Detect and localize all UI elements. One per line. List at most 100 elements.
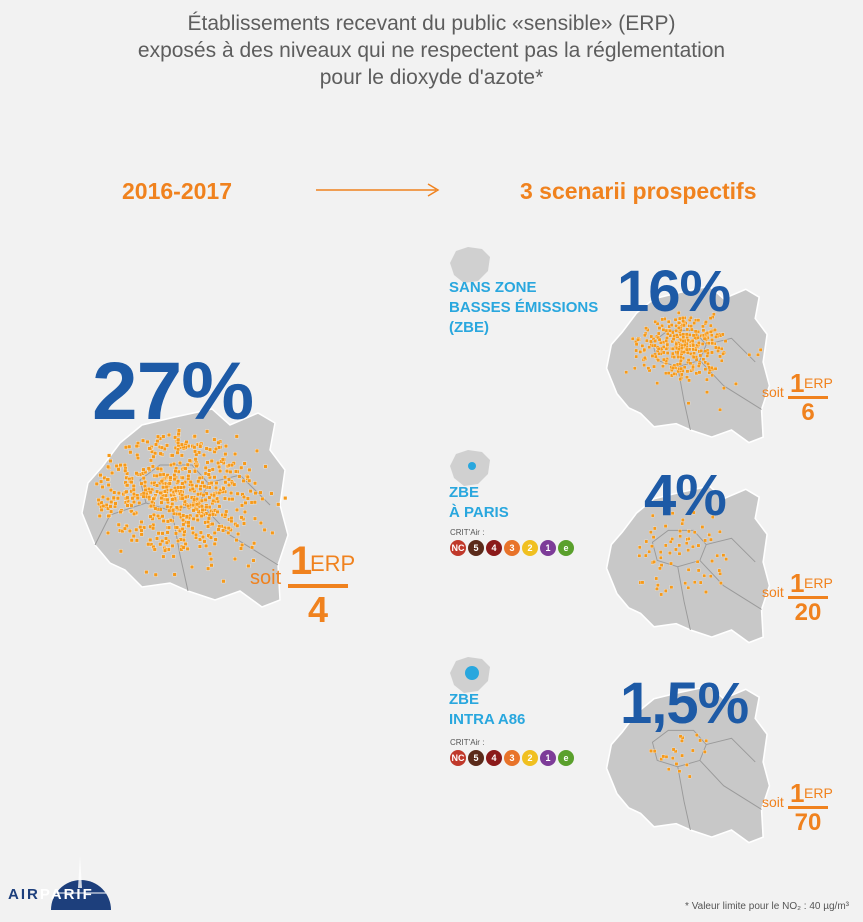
- scenario-3-ratio: soit 1 ERP 70: [762, 778, 833, 842]
- erp-dot: [111, 495, 116, 500]
- erp-dot: [675, 333, 679, 337]
- erp-dot: [661, 345, 666, 349]
- erp-dot: [181, 545, 186, 550]
- erp-dot: [181, 513, 186, 518]
- scenario-2-label: ZBE À PARIS: [449, 483, 509, 523]
- erp-dot: [694, 371, 699, 376]
- erp-dot: [251, 558, 256, 563]
- arrow-right-icon: [316, 183, 440, 197]
- erp-dot: [118, 463, 123, 468]
- crit-air-badge: 3: [504, 540, 520, 556]
- erp-dot: [661, 328, 666, 332]
- erp-dot: [694, 348, 698, 352]
- erp-dot: [184, 514, 189, 519]
- ratio-unit: ERP: [804, 785, 833, 801]
- erp-dot: [164, 485, 169, 489]
- erp-dot: [160, 539, 165, 543]
- erp-dot: [134, 444, 139, 449]
- erp-dot: [118, 549, 123, 554]
- erp-dot: [151, 496, 156, 501]
- erp-dot: [709, 330, 713, 334]
- scenario-1-label: SANS ZONE BASSES ÉMISSIONS (ZBE): [449, 278, 598, 338]
- erp-dot: [221, 486, 226, 491]
- crit-air-label: CRIT'Air :: [450, 738, 485, 747]
- erp-dot: [158, 491, 163, 495]
- erp-dot: [659, 563, 664, 567]
- erp-dot: [253, 481, 257, 486]
- erp-dot: [242, 461, 247, 466]
- erp-dot: [242, 521, 246, 526]
- erp-dot: [232, 482, 237, 487]
- erp-dot: [642, 363, 646, 367]
- erp-dot: [170, 502, 175, 506]
- erp-dot: [643, 333, 647, 338]
- soit-label: soit: [250, 567, 282, 589]
- erp-dot: [636, 337, 640, 342]
- erp-dot: [660, 317, 665, 322]
- erp-dot: [158, 472, 163, 477]
- erp-dot: [106, 464, 111, 469]
- erp-dot: [270, 530, 275, 535]
- erp-dot: [685, 375, 689, 379]
- erp-dot: [202, 539, 207, 544]
- erp-dot: [672, 372, 676, 376]
- erp-dot: [246, 564, 251, 568]
- erp-dot: [672, 355, 676, 359]
- erp-dot: [125, 471, 130, 476]
- erp-dot: [96, 498, 101, 502]
- erp-dot: [693, 580, 697, 584]
- erp-dot: [680, 521, 684, 526]
- erp-dot: [687, 378, 691, 383]
- erp-dot: [697, 370, 702, 375]
- erp-dot: [714, 335, 718, 339]
- erp-dot: [155, 466, 160, 471]
- erp-dot: [189, 495, 194, 500]
- erp-dot: [709, 537, 713, 542]
- scenario-1-label-line: BASSES ÉMISSIONS: [449, 299, 599, 316]
- ratio-denominator: 6: [801, 399, 815, 426]
- erp-dot: [247, 478, 252, 483]
- erp-dot: [691, 365, 695, 369]
- erp-dot: [677, 326, 681, 330]
- erp-dot: [174, 525, 179, 530]
- erp-dot: [146, 542, 151, 547]
- erp-dot: [220, 457, 225, 462]
- right-heading: 3 scenarii prospectifs: [520, 178, 757, 204]
- erp-dot: [165, 519, 170, 524]
- erp-dot: [171, 508, 175, 513]
- erp-dot: [643, 356, 647, 360]
- erp-dot: [131, 487, 136, 492]
- erp-dot: [214, 447, 218, 451]
- erp-dot: [703, 367, 708, 371]
- erp-dot: [705, 390, 709, 394]
- erp-dot: [159, 500, 164, 505]
- erp-dot: [659, 341, 663, 345]
- erp-dot: [142, 484, 147, 489]
- erp-dot: [141, 491, 146, 496]
- erp-dot: [697, 341, 701, 345]
- erp-dot: [705, 377, 709, 382]
- erp-dot: [99, 500, 104, 505]
- erp-dot: [651, 337, 656, 341]
- ratio-denominator: 70: [794, 809, 822, 836]
- erp-dot: [678, 734, 683, 739]
- erp-dot: [644, 326, 648, 330]
- erp-dot: [150, 464, 155, 469]
- erp-dot: [698, 738, 702, 743]
- erp-dot: [696, 318, 701, 322]
- erp-dot: [233, 452, 238, 456]
- scenario-2-ratio: soit 1 ERP 20: [762, 568, 833, 632]
- erp-dot: [663, 524, 668, 528]
- erp-dot: [679, 355, 683, 359]
- erp-dot: [701, 324, 705, 329]
- erp-dot: [187, 458, 192, 463]
- erp-dot: [283, 496, 288, 501]
- erp-dot: [188, 480, 193, 484]
- erp-dot: [668, 333, 673, 338]
- erp-dot: [707, 341, 711, 345]
- erp-dot: [710, 350, 714, 355]
- erp-dot: [221, 528, 226, 533]
- erp-dot: [164, 540, 169, 545]
- erp-dot: [170, 453, 175, 458]
- erp-dot: [681, 518, 685, 522]
